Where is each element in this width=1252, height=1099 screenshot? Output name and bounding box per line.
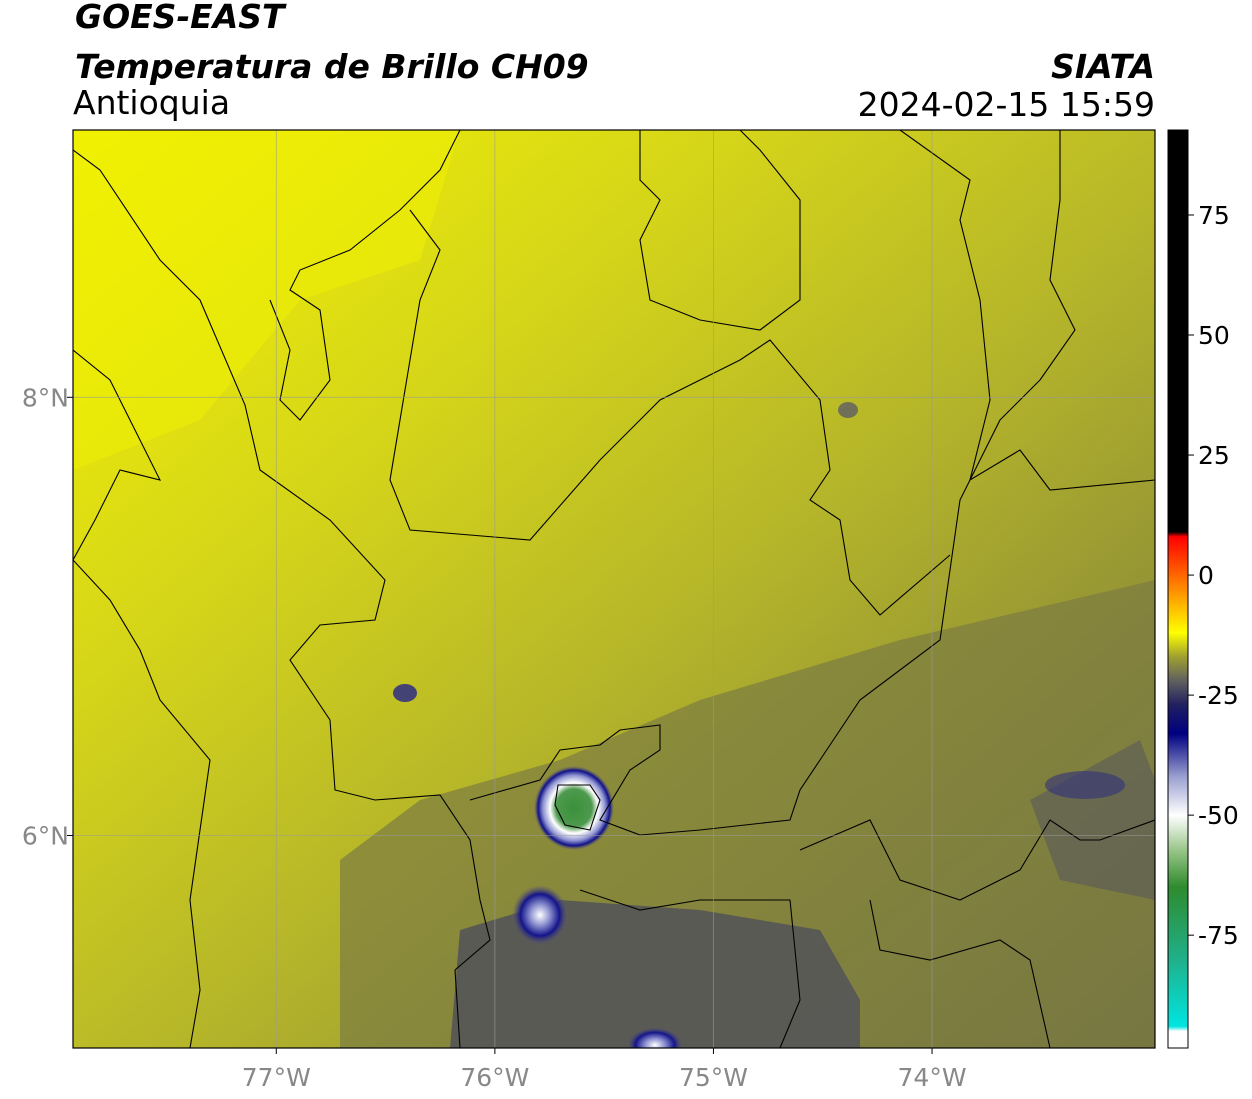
borders bbox=[73, 130, 1155, 1048]
colorbar-tick-label: -50 bbox=[1198, 801, 1239, 830]
x-tick-label: 77°W bbox=[242, 1063, 311, 1092]
x-tick-label: 75°W bbox=[679, 1063, 748, 1092]
border-line bbox=[869, 899, 1051, 1048]
border-line bbox=[269, 130, 461, 421]
storm-cell bbox=[1045, 771, 1125, 799]
border-line bbox=[469, 130, 1076, 836]
map-field bbox=[73, 130, 1155, 1048]
colorbar-tick-label: 0 bbox=[1198, 561, 1214, 590]
grid bbox=[73, 130, 1155, 1048]
colorbar-tick-label: 50 bbox=[1198, 321, 1230, 350]
storm-cell bbox=[534, 766, 614, 850]
subtitle: Temperatura de Brillo CH09 bbox=[75, 47, 589, 86]
border-line bbox=[899, 130, 1155, 491]
title: GOES-EAST bbox=[75, 0, 287, 36]
x-tick-label: 76°W bbox=[460, 1063, 529, 1092]
storm-cell bbox=[393, 684, 417, 702]
x-tick-label: 74°W bbox=[898, 1063, 967, 1092]
border-line bbox=[579, 889, 801, 1048]
colorbar-tick-label: 75 bbox=[1198, 201, 1230, 230]
datetime: 2024-02-15 15:59 bbox=[858, 85, 1155, 124]
warm-area bbox=[73, 130, 460, 470]
region: Antioquia bbox=[73, 83, 230, 122]
map-frame bbox=[72, 129, 1156, 1049]
colorbar-tick-label: -25 bbox=[1198, 681, 1239, 710]
colorbar-tick-label: -75 bbox=[1198, 921, 1239, 950]
border-line bbox=[639, 130, 801, 331]
cold-area bbox=[1030, 740, 1155, 900]
border-line bbox=[799, 819, 1155, 901]
storm-cell bbox=[512, 885, 568, 945]
storm-cell bbox=[838, 402, 858, 418]
colorbar bbox=[1167, 129, 1189, 1049]
border-line bbox=[73, 349, 211, 1048]
border-line bbox=[389, 209, 951, 616]
storm-cell bbox=[627, 1027, 683, 1048]
source: SIATA bbox=[1051, 47, 1155, 86]
border-line bbox=[554, 784, 601, 831]
colorbar-tick-label: 25 bbox=[1198, 441, 1230, 470]
y-tick-label: 6°N bbox=[22, 821, 69, 850]
y-tick-label: 8°N bbox=[22, 383, 69, 412]
border-line bbox=[73, 149, 491, 1048]
